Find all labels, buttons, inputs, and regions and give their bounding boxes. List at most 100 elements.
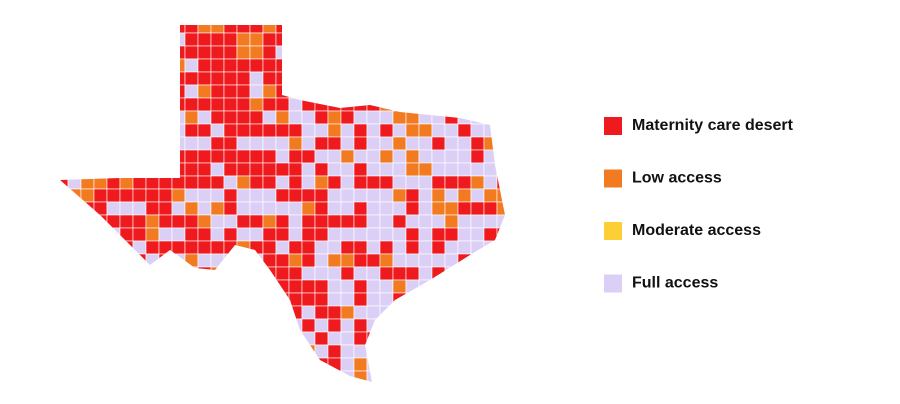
county — [289, 384, 302, 397]
county — [60, 110, 69, 125]
county — [80, 71, 95, 86]
county — [340, 201, 355, 216]
county — [288, 292, 303, 307]
county — [171, 214, 186, 229]
county — [275, 45, 290, 60]
county — [275, 123, 290, 138]
county — [510, 345, 523, 358]
county — [431, 214, 446, 229]
county — [263, 384, 276, 397]
county — [197, 32, 212, 47]
county — [275, 175, 290, 190]
county — [132, 188, 147, 203]
county — [119, 25, 134, 34]
county — [392, 188, 407, 203]
county — [353, 292, 368, 307]
county — [379, 292, 394, 307]
county — [392, 344, 407, 359]
county — [223, 253, 238, 268]
county — [262, 188, 277, 203]
county — [483, 357, 498, 372]
county — [301, 149, 316, 164]
county — [366, 370, 381, 382]
county — [119, 279, 134, 294]
county — [249, 45, 264, 60]
county — [262, 136, 277, 151]
county — [262, 227, 277, 242]
county — [132, 292, 147, 307]
county — [236, 344, 251, 359]
county — [236, 149, 251, 164]
county — [483, 227, 498, 242]
county — [249, 25, 264, 34]
county — [353, 123, 368, 138]
county — [379, 136, 394, 151]
county — [379, 25, 394, 34]
county — [132, 357, 147, 372]
county — [457, 71, 472, 86]
county — [93, 227, 108, 242]
county — [184, 240, 199, 255]
county — [236, 357, 251, 372]
county — [184, 344, 199, 359]
county — [510, 46, 523, 59]
county — [93, 71, 108, 86]
county — [80, 344, 95, 359]
county — [340, 25, 355, 34]
county — [223, 123, 238, 138]
county — [496, 110, 505, 125]
county — [132, 344, 147, 359]
county — [197, 110, 212, 125]
county — [223, 58, 238, 73]
county — [457, 279, 472, 294]
county — [301, 214, 316, 229]
county — [236, 175, 251, 190]
county — [67, 149, 82, 164]
county — [223, 266, 238, 281]
county — [67, 110, 82, 125]
county — [223, 279, 238, 294]
county — [405, 344, 420, 359]
county — [314, 331, 329, 346]
county — [158, 305, 173, 320]
county — [67, 58, 82, 73]
county — [340, 32, 355, 47]
county — [457, 32, 472, 47]
county — [379, 279, 394, 294]
county — [132, 227, 147, 242]
county — [510, 111, 523, 124]
county — [93, 240, 108, 255]
county — [223, 110, 238, 125]
county — [236, 201, 251, 216]
county — [210, 253, 225, 268]
county — [171, 136, 186, 151]
county — [249, 227, 264, 242]
county — [184, 32, 199, 47]
county — [262, 97, 277, 112]
county — [80, 279, 95, 294]
county — [392, 136, 407, 151]
county — [496, 97, 505, 112]
county — [444, 318, 459, 333]
county — [197, 305, 212, 320]
county — [340, 214, 355, 229]
county — [405, 266, 420, 281]
county — [106, 318, 121, 333]
county — [262, 58, 277, 73]
county — [471, 384, 484, 397]
county — [236, 97, 251, 112]
county — [132, 149, 147, 164]
county — [470, 188, 485, 203]
county — [106, 240, 121, 255]
county — [288, 188, 303, 203]
county — [470, 71, 485, 86]
county — [223, 292, 238, 307]
county — [275, 58, 290, 73]
county — [275, 32, 290, 47]
county — [171, 201, 186, 216]
county — [236, 25, 251, 34]
county — [392, 84, 407, 99]
county — [314, 279, 329, 294]
county — [431, 123, 446, 138]
county — [444, 214, 459, 229]
